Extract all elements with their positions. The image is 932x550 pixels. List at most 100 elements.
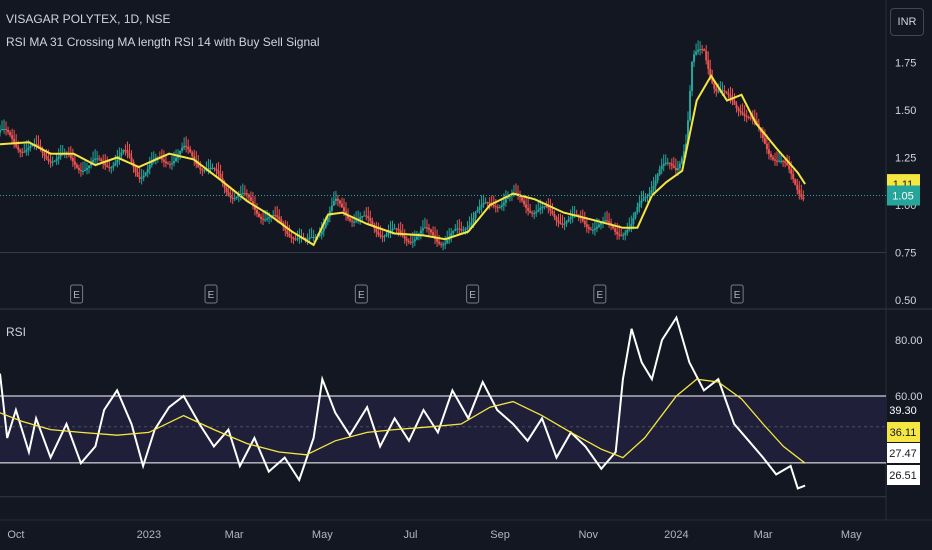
price-candle	[334, 198, 337, 201]
price-candle	[695, 51, 698, 55]
price-candle	[262, 218, 265, 220]
price-candle	[231, 197, 234, 199]
price-candle	[381, 236, 384, 238]
price-tick-label: 0.50	[895, 295, 916, 307]
price-candle	[41, 149, 44, 153]
rsi-pane-label: RSI	[6, 325, 27, 339]
price-candle	[652, 185, 655, 191]
price-candle	[788, 165, 791, 170]
currency-button[interactable]: INR	[890, 8, 924, 36]
price-candle	[134, 167, 137, 173]
price-candle	[480, 204, 483, 208]
price-candle	[543, 206, 546, 208]
price-candle	[466, 227, 469, 229]
price-candle	[140, 177, 143, 179]
price-candle	[5, 128, 8, 130]
price-candle	[391, 228, 394, 231]
price-candle	[798, 189, 801, 195]
price-candle	[148, 165, 151, 169]
price-candle	[591, 229, 594, 231]
price-candle	[286, 230, 289, 234]
price-candle	[749, 117, 752, 119]
price-candle	[547, 206, 550, 209]
price-candle	[365, 215, 368, 217]
price-candle	[571, 215, 574, 218]
price-candle	[320, 231, 323, 235]
price-candle	[203, 170, 206, 172]
price-candle	[308, 237, 311, 239]
earnings-marker-label: E	[596, 290, 603, 301]
price-candle	[225, 187, 228, 193]
earnings-marker-label: E	[358, 290, 365, 301]
price-candle	[581, 218, 584, 222]
price-candle	[361, 216, 364, 218]
price-tick-label: 1.50	[895, 105, 916, 117]
earnings-marker	[730, 284, 744, 304]
price-candle	[130, 157, 133, 163]
earnings-marker	[204, 284, 218, 304]
price-candle	[614, 228, 617, 232]
price-candle	[589, 229, 592, 231]
price-candle	[276, 215, 279, 217]
price-candle	[778, 160, 781, 162]
price-candle	[680, 158, 683, 164]
last-price-badge-label: 1.05	[892, 191, 913, 203]
price-candle	[314, 236, 317, 238]
price-candle	[733, 101, 736, 105]
rsi-value-label: 26.51	[889, 470, 917, 482]
price-candle	[330, 205, 333, 211]
time-tick-label: May	[312, 529, 333, 541]
price-candle	[632, 217, 635, 225]
price-candle	[239, 193, 242, 196]
price-candle	[393, 228, 396, 230]
price-candle	[707, 60, 710, 69]
price-candle	[620, 235, 623, 237]
price-candle	[342, 207, 345, 212]
price-candle	[525, 204, 528, 208]
price-candle	[106, 165, 109, 168]
rsi-ma-line	[0, 378, 806, 464]
time-tick-label: Mar	[225, 529, 244, 541]
price-candle	[71, 157, 74, 162]
price-candle	[563, 223, 566, 225]
price-candle	[197, 164, 200, 168]
price-candle	[585, 224, 588, 228]
price-candle	[189, 149, 192, 153]
price-candle	[699, 49, 702, 51]
price-candle	[792, 173, 795, 180]
price-candle	[415, 236, 418, 240]
price-candle	[636, 207, 639, 212]
price-candle	[705, 50, 708, 61]
price-candle	[790, 169, 793, 174]
price-candle	[81, 170, 84, 172]
price-candle	[173, 161, 176, 164]
price-candle	[126, 150, 129, 154]
price-tick-label: 1.25	[895, 153, 916, 165]
price-candle	[199, 167, 202, 170]
price-candle	[450, 233, 453, 237]
price-candle	[142, 175, 145, 178]
price-candle	[213, 167, 216, 169]
price-candle	[338, 200, 341, 204]
price-candle	[527, 207, 530, 211]
price-candle	[537, 209, 540, 212]
price-candle	[470, 222, 473, 226]
price-candle	[674, 167, 677, 171]
price-candle	[458, 228, 461, 230]
price-candle	[219, 173, 222, 179]
price-candle	[567, 219, 570, 222]
price-candle	[452, 230, 455, 234]
earnings-marker	[354, 284, 368, 304]
price-candle	[215, 168, 218, 171]
price-candle	[146, 168, 149, 173]
rsi-value-badge	[887, 422, 920, 442]
price-candle	[413, 239, 416, 242]
price-candle	[464, 228, 467, 230]
price-candle	[403, 236, 406, 239]
price-candle	[438, 241, 441, 244]
price-candle	[294, 238, 297, 240]
price-candle	[181, 147, 184, 151]
price-candle	[347, 215, 350, 219]
price-candle	[721, 90, 724, 92]
price-candle	[304, 237, 307, 240]
